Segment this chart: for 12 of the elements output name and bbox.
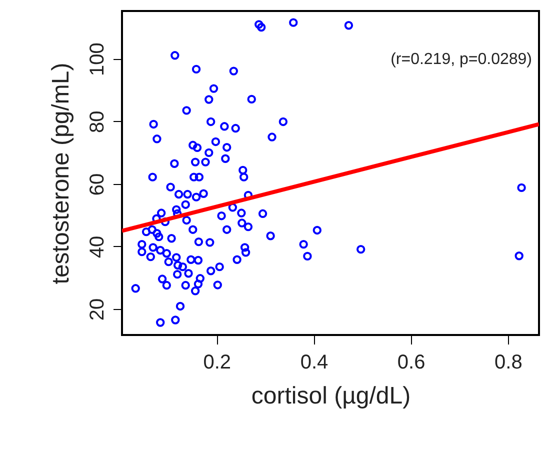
x-tick-label: 0.4 xyxy=(300,352,328,374)
y-tick-label: 80 xyxy=(86,110,108,134)
y-tick-label: 20 xyxy=(86,298,108,321)
y-tick-label: 40 xyxy=(86,236,108,258)
y-tick-label: 60 xyxy=(86,173,108,196)
x-tick-label: 0.8 xyxy=(494,352,522,374)
annotation: (r=0.219, p=0.0289) xyxy=(390,51,532,68)
y-tick-label: 100 xyxy=(86,42,108,76)
x-axis-title: cortisol (µg/dL) xyxy=(251,382,411,410)
x-tick-label: 0.6 xyxy=(397,352,426,374)
y-axis-title: testosterone (pg/mL) xyxy=(48,62,74,284)
x-tick-label: 0.2 xyxy=(203,352,232,374)
